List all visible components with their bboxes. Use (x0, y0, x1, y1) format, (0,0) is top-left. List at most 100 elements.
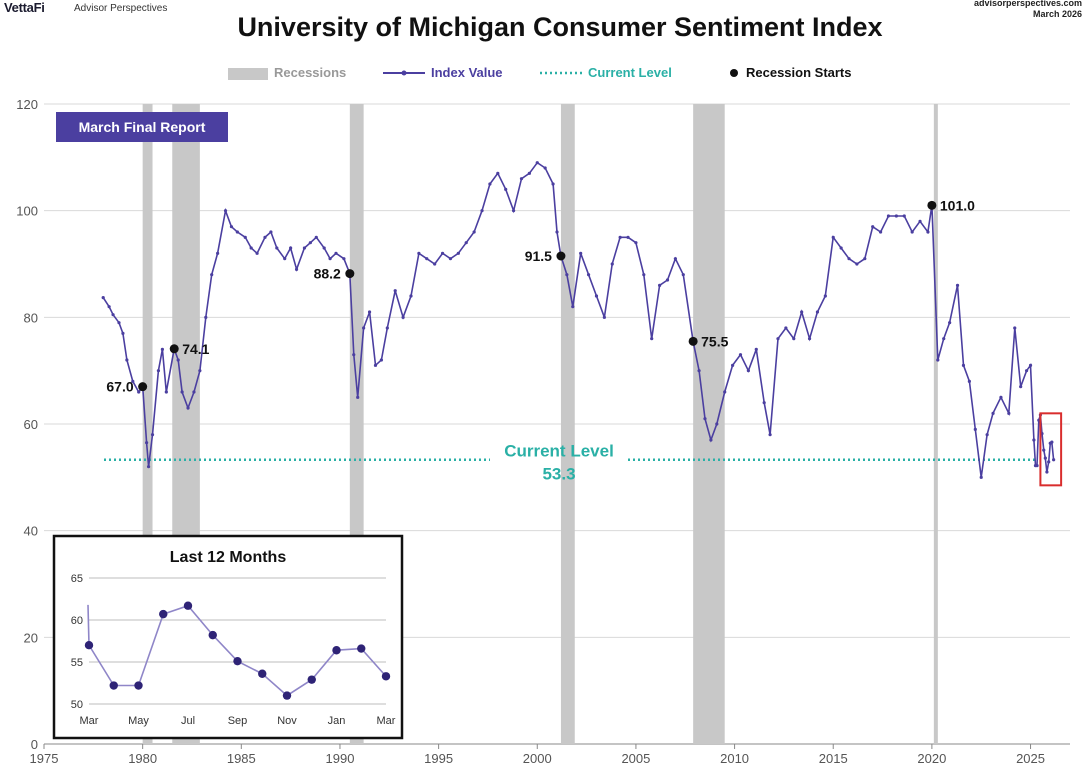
recession-start-label: 88.2 (314, 266, 341, 282)
inset-x-tick-label: Mar (377, 715, 396, 727)
inset-chart: Last 12 Months 50 55 60 65 Mar May Jul Sep Nov Jan… (52, 534, 404, 740)
index-point (229, 225, 234, 229)
index-point (1043, 456, 1047, 460)
index-point (723, 390, 727, 394)
index-line-swatch-icon (383, 63, 425, 85)
brand-subtitle: Advisor Perspectives (74, 3, 168, 14)
index-point (847, 257, 851, 261)
recession-start-label: 91.5 (525, 248, 552, 264)
x-tick-label: 2005 (621, 751, 650, 766)
index-point (210, 273, 214, 277)
index-point (863, 257, 867, 261)
index-point (379, 358, 383, 362)
index-point (150, 433, 155, 437)
inset-point (357, 644, 366, 653)
recession-start-dot-icon (728, 63, 740, 85)
index-point (111, 313, 115, 317)
index-point (393, 289, 397, 293)
index-point (1019, 385, 1023, 389)
index-point (425, 257, 429, 261)
index-point (302, 246, 307, 250)
legend-starts-label: Recession Starts (746, 65, 852, 80)
legend-starts: Recession Starts (728, 62, 852, 84)
index-point (255, 251, 259, 255)
index-point (186, 406, 190, 410)
index-point (448, 257, 453, 261)
x-tick-label: 1985 (227, 751, 256, 766)
index-point (496, 171, 500, 175)
index-point (117, 321, 121, 325)
legend-recessions-label: Recessions (274, 65, 347, 80)
index-point (440, 251, 445, 255)
inset-point (208, 630, 217, 640)
index-point (738, 353, 743, 357)
recession-start-label: 101.0 (940, 197, 975, 213)
recession-bar (142, 104, 153, 744)
index-point (131, 379, 135, 383)
index-point (275, 246, 279, 250)
x-tick-label: 2025 (1016, 751, 1045, 766)
index-point (433, 262, 437, 266)
index-point (784, 326, 788, 330)
inset-point (332, 646, 341, 655)
index-point (665, 278, 670, 282)
x-tick-label: 2015 (819, 751, 848, 766)
inset-y-tick-label: 60 (71, 615, 83, 627)
index-point (401, 315, 405, 319)
index-point (1050, 440, 1054, 444)
index-point (107, 305, 111, 309)
recession-bar (560, 104, 575, 744)
index-point (936, 358, 940, 362)
inset-frame (52, 534, 404, 740)
index-point (235, 230, 239, 234)
inset-title: Last 12 Months (170, 549, 287, 566)
inset-point (381, 672, 391, 681)
y-tick-label: 20 (24, 630, 38, 645)
index-point (249, 246, 253, 250)
recession-start-dot (688, 336, 698, 346)
recession-bar (933, 104, 938, 744)
index-point (1028, 363, 1033, 367)
index-point (979, 475, 983, 479)
index-point (926, 230, 930, 234)
index-point (156, 369, 161, 373)
index-point (1052, 458, 1056, 462)
index-point (367, 310, 372, 314)
inset-x-tick-label: May (128, 715, 149, 727)
inset-point (84, 641, 94, 650)
index-point (961, 363, 966, 367)
recession-start-dot (138, 382, 148, 392)
index-point (1024, 369, 1029, 373)
index-point (121, 331, 125, 335)
index-point (480, 209, 484, 213)
index-point (792, 337, 796, 341)
index-point (1013, 326, 1017, 330)
index-point (886, 214, 891, 218)
inset-x-tick-label: Jan (328, 715, 346, 727)
y-tick-label: 80 (24, 310, 38, 325)
index-point (658, 283, 662, 287)
index-point (910, 230, 914, 234)
index-point (198, 369, 202, 373)
index-point (673, 257, 677, 261)
index-point (855, 262, 859, 266)
index-point (586, 273, 591, 277)
index-point (948, 321, 952, 325)
index-point (216, 251, 220, 255)
index-point (488, 182, 492, 186)
index-point (504, 187, 508, 191)
legend: Recessions Index Value Current Level Rec… (0, 62, 1088, 84)
index-point (125, 358, 129, 362)
index-point (594, 294, 599, 298)
recession-start-label: 67.0 (106, 379, 133, 395)
index-point (373, 363, 378, 367)
index-point (289, 246, 293, 250)
x-tick-label: 2000 (523, 751, 552, 766)
index-point (527, 171, 531, 175)
legend-recessions: Recessions (228, 62, 346, 84)
chart-title: University of Michigan Consumer Sentimen… (237, 12, 883, 42)
recession-swatch-icon (228, 67, 268, 80)
y-tick-label: 120 (16, 97, 38, 112)
index-point (1007, 411, 1011, 415)
index-point (871, 225, 875, 229)
